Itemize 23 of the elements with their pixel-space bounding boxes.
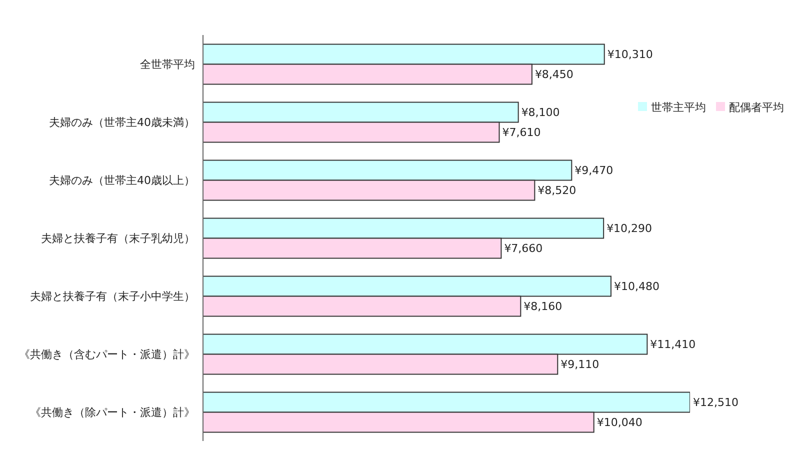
- data-label: ¥7,660: [504, 242, 543, 256]
- legend-label: 世帯主平均: [651, 101, 706, 114]
- data-label: ¥9,470: [574, 164, 614, 178]
- data-label: ¥8,100: [521, 106, 560, 120]
- data-label: ¥8,450: [534, 68, 574, 82]
- y-tick-label: 夫婦と扶養子有（末子乳幼児）: [41, 232, 195, 245]
- legend-label: 配偶者平均: [729, 101, 784, 114]
- data-label: ¥7,610: [502, 126, 541, 140]
- data-label: ¥9,110: [560, 358, 600, 372]
- data-label: ¥12,510: [693, 396, 738, 410]
- y-tick-label: 《共働き（除パート・派遣）計》: [30, 406, 195, 419]
- y-tick-label: 全世帯平均: [140, 58, 195, 71]
- data-label: ¥8,160: [524, 300, 562, 314]
- data-label: ¥10,040: [596, 416, 642, 430]
- data-label: ¥8,520: [538, 184, 576, 198]
- data-label: ¥10,290: [606, 222, 652, 236]
- y-tick-label: 《共働き（含むパート・派遣）計》: [19, 348, 195, 361]
- y-tick-label: 夫婦のみ（世帯主40歳未満）: [49, 116, 195, 129]
- y-tick-label: 夫婦のみ（世帯主40歳以上）: [49, 174, 195, 187]
- data-label: ¥11,410: [650, 338, 696, 352]
- data-label: ¥10,310: [607, 48, 653, 62]
- y-tick-label: 夫婦と扶養子有（末子小中学生）: [30, 290, 195, 303]
- data-label: ¥10,480: [614, 280, 660, 294]
